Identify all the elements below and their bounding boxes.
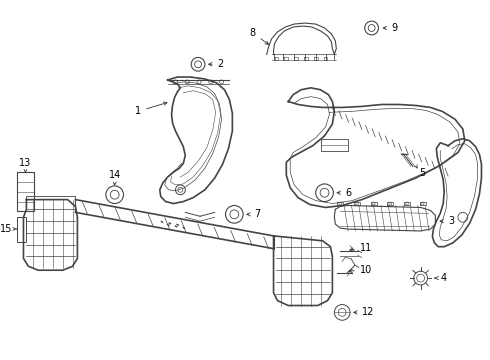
Text: 10: 10 <box>349 265 372 275</box>
Text: 12: 12 <box>354 307 374 318</box>
Text: 11: 11 <box>350 243 372 253</box>
Text: 4: 4 <box>435 273 446 283</box>
Text: 5: 5 <box>418 168 425 178</box>
Text: 9: 9 <box>383 23 397 33</box>
Text: 3: 3 <box>440 216 454 226</box>
Text: 15: 15 <box>0 224 13 234</box>
Text: 14: 14 <box>109 170 121 180</box>
Text: 8: 8 <box>250 28 269 44</box>
Bar <box>320 139 348 150</box>
Text: 1: 1 <box>135 102 167 116</box>
Bar <box>17 217 26 242</box>
Bar <box>17 172 34 211</box>
Text: 2: 2 <box>209 59 224 69</box>
Text: 13: 13 <box>19 158 31 168</box>
Text: 6: 6 <box>337 188 351 198</box>
Text: 7: 7 <box>247 209 260 219</box>
